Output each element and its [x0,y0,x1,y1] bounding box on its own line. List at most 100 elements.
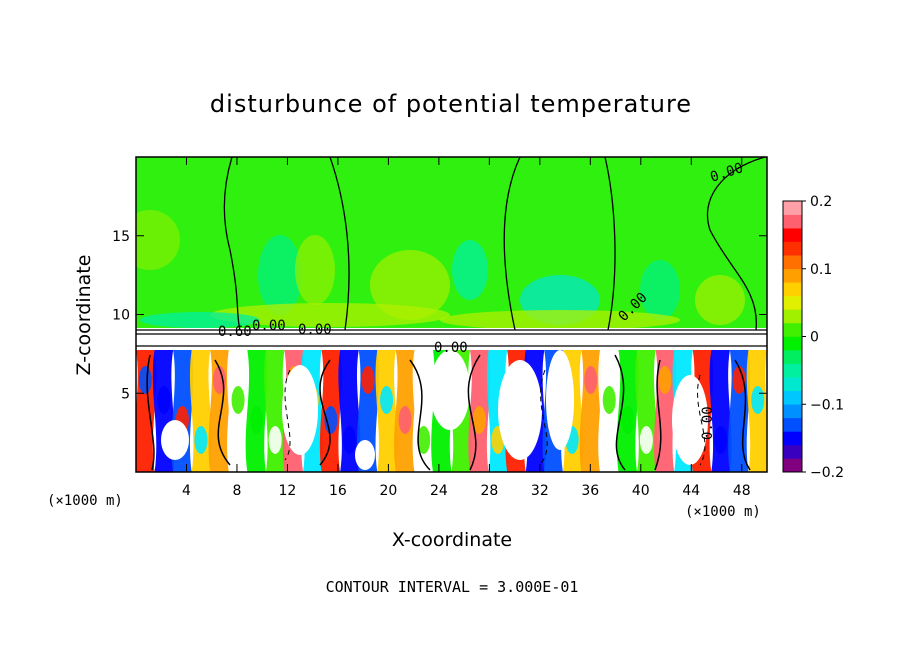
field-cell [268,426,282,454]
contour-line [706,157,766,331]
field-patch [210,303,450,327]
inversion-band [136,328,767,348]
neutral-region [355,440,375,470]
colorbar-tick-label: 0 [810,330,819,346]
lower-field-bands [136,328,767,472]
neutral-region [672,375,708,465]
chart-title: disturbunce of potential temperature [210,90,692,118]
field-cell [398,406,412,434]
field-cell [250,406,264,434]
field-patch [440,310,680,330]
colorbar-tick-label: 0.2 [810,194,832,210]
field-cell [380,386,394,414]
colorbar-segment [783,444,802,459]
x-tick-label: 24 [430,483,448,499]
x-tick-label: 36 [581,483,599,499]
field-patch [136,210,180,270]
x-tick-label: 8 [232,483,241,499]
colorbar-segment [783,309,802,324]
contour-label: 0.00 [700,406,716,440]
x-tick-label: 40 [632,483,650,499]
colorbar-segment [783,214,802,229]
contour-label: 0.00 [298,322,332,338]
field-cell [342,426,356,454]
field-cell [714,426,728,454]
contour-label: 0.00 [434,340,468,356]
x-axis-label: X-coordinate [392,529,512,551]
contour-line [329,157,350,331]
neutral-region [430,350,470,430]
field-patch [640,260,680,320]
field-cell [732,366,746,394]
contour-line [319,359,331,466]
x-tick-label: 12 [279,483,297,499]
colorbar-segment [783,282,802,297]
colorbar-segment [783,404,802,419]
contour-line [604,157,616,331]
field-patch [370,250,450,320]
colorbar-segment [783,377,802,391]
field-cell [417,426,431,454]
field-cell [602,386,616,414]
neutral-region [546,350,574,450]
x-tick-label: 32 [531,483,549,499]
x-tick-label: 48 [733,483,751,499]
x-tick-label: 28 [480,483,498,499]
y-axis: 5 10 15 [112,229,767,402]
field-patch [452,240,488,300]
field-cell [138,366,152,394]
x-tick-label: 44 [682,483,700,499]
field-cell [584,366,598,394]
x-axis: 4 8 12 16 20 24 28 32 36 40 44 48 [182,157,751,499]
field-cell [639,426,653,454]
colorbar-tick-label: −0.2 [810,465,844,481]
x-tick-label: 4 [182,483,191,499]
colorbar-segment [783,336,802,351]
contour-line [409,359,431,471]
neutral-region [161,420,189,460]
colorbar-segment [783,350,802,364]
contour-line [467,354,481,471]
y-tick-label: 10 [112,308,130,324]
field-cell [658,366,672,394]
contour-label: 0.00 [252,318,286,334]
neutral-region [282,365,318,455]
x-tick-label: 20 [379,483,397,499]
plot-area [136,157,767,472]
field-cell [621,406,635,434]
field-cell [472,406,486,434]
colorbar-tick-label: 0.1 [810,262,832,278]
field-patch [695,275,745,325]
field-cell [361,366,375,394]
contour-lines [136,157,767,471]
field-cell [231,386,245,414]
contour-label: 0.60 [218,324,252,340]
contour-line-negative [697,374,706,466]
neutral-region [498,360,542,460]
colorbar [783,201,802,473]
x-tick-label: 16 [329,483,347,499]
field-cell [751,386,765,414]
colorbar-ticks: 0.2 0.1 0 −0.1 −0.2 [802,194,844,481]
colorbar-segment [783,431,802,446]
colorbar-segment [783,201,802,215]
field-patch [258,235,302,315]
contour-line [614,354,626,471]
field-patch [295,235,335,305]
field-cell [213,366,227,394]
contour-line-negative [539,369,548,466]
colorbar-segment [783,295,802,310]
contour-line [223,157,241,331]
contour-line [734,359,751,471]
upper-field-patches [136,210,745,330]
z-unit-label: (×1000 m) [47,493,123,509]
colorbar-segment [783,363,802,378]
colorbar-segment [783,322,802,337]
y-tick-label: 15 [112,229,130,245]
colorbar-segment [783,417,802,432]
field-cell [157,386,171,414]
contour-interval-note: CONTOUR INTERVAL = 3.000E-01 [326,578,579,596]
colorbar-segment [783,268,802,283]
colorbar-tick-label: −0.1 [810,397,844,413]
colorbar-segment [783,241,802,256]
